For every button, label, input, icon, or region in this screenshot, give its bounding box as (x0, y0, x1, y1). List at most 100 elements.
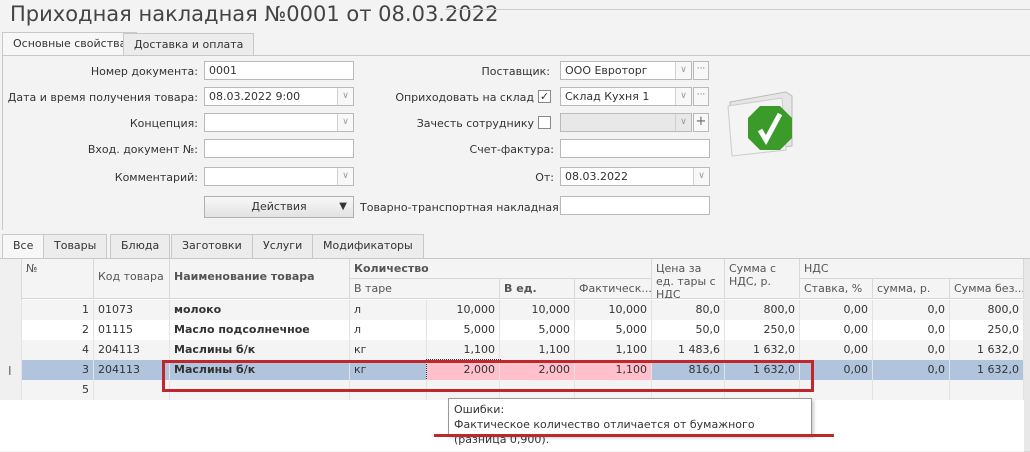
table-cell-sum-no-vat[interactable]: 800,0 (950, 300, 1024, 320)
table-cell-price[interactable]: 816,0 (652, 360, 725, 380)
table-cell-sum[interactable]: 250,0 (725, 320, 800, 340)
employee-select[interactable]: ∨ (560, 113, 692, 132)
table-cell-name[interactable]: Масло подсолнечное (170, 320, 350, 340)
chevron-down-icon[interactable]: ∨ (337, 88, 353, 105)
table-cell-unit[interactable]: л (350, 300, 427, 320)
supplier-more-button[interactable]: ··· (693, 61, 709, 80)
chevron-down-icon[interactable]: ∨ (693, 168, 709, 185)
table-cell-code[interactable]: 204113 (94, 360, 170, 380)
table-cell-tare[interactable]: 10,000 (427, 300, 500, 320)
chevron-down-icon[interactable]: ∨ (675, 114, 691, 131)
chevron-down-icon[interactable]: ∨ (337, 168, 353, 185)
table-cell-unit-qty[interactable]: 10,000 (500, 300, 575, 320)
col-name[interactable]: Наименование товара (170, 259, 350, 299)
table-cell-sum-no-vat[interactable] (950, 380, 1024, 400)
table-cell-sum-no-vat[interactable]: 1 632,0 (950, 360, 1024, 380)
table-cell-sum[interactable]: 1 632,0 (725, 360, 800, 380)
col-sum[interactable]: Сумма с НДС, р. (725, 259, 800, 299)
ttn-input[interactable] (560, 196, 710, 215)
table-cell-unit-qty[interactable]: 5,000 (500, 320, 575, 340)
table-cell-rate[interactable] (800, 380, 873, 400)
grid-tab-preparations[interactable]: Заготовки (171, 234, 253, 259)
table-cell-sum-no-vat[interactable]: 250,0 (950, 320, 1024, 340)
grid-tab-services[interactable]: Услуги (252, 234, 314, 259)
chevron-down-icon[interactable]: ∨ (675, 88, 691, 105)
chevron-down-icon[interactable]: ∨ (675, 62, 691, 79)
col-unit-qty[interactable]: В ед. (500, 279, 575, 299)
col-actual[interactable]: Фактическ... (575, 279, 652, 299)
row-header[interactable] (0, 320, 22, 340)
table-cell-vat-sum[interactable] (873, 380, 950, 400)
row-header[interactable] (0, 340, 22, 360)
grid-tab-dishes[interactable]: Блюда (110, 234, 171, 259)
incoming-doc-input[interactable] (204, 139, 354, 158)
table-cell-num[interactable]: 3 (22, 360, 94, 380)
employee-checkbox[interactable] (538, 116, 551, 129)
add-employee-button[interactable]: + (693, 113, 709, 132)
table-cell-tare[interactable]: 2,000 (426, 359, 501, 381)
table-cell-unit[interactable]: л (350, 320, 427, 340)
date-select[interactable]: 08.03.2022 9:00 ∨ (204, 87, 354, 106)
table-cell-name[interactable]: молоко (170, 300, 350, 320)
table-cell-num[interactable]: 1 (22, 300, 94, 320)
col-vat-sum[interactable]: сумма, р. (873, 279, 950, 299)
invoice-input[interactable] (560, 139, 710, 158)
warehouse-select[interactable]: Склад Кухня 1 ∨ (560, 87, 692, 106)
table-cell-name[interactable]: Маслины б/к (170, 340, 350, 360)
table-cell-code[interactable] (94, 380, 170, 400)
table-cell-rate[interactable]: 0,00 (800, 360, 873, 380)
row-header[interactable] (0, 380, 22, 400)
grid-tab-modifiers[interactable]: Модификаторы (312, 234, 424, 259)
table-cell-actual[interactable]: 1,100 (575, 340, 652, 360)
table-cell-vat-sum[interactable]: 0,0 (873, 300, 950, 320)
table-cell-unit-qty[interactable]: 1,100 (500, 340, 575, 360)
doc-number-input[interactable]: 0001 (204, 61, 354, 80)
table-cell-sum-no-vat[interactable]: 1 632,0 (950, 340, 1024, 360)
comment-select[interactable]: ∨ (204, 167, 354, 186)
tab-delivery-payment[interactable]: Доставка и оплата (123, 33, 255, 55)
row-header[interactable] (0, 360, 22, 380)
table-cell-unit[interactable]: кг (350, 360, 427, 380)
from-date-select[interactable]: 08.03.2022 ∨ (560, 167, 710, 186)
chevron-down-icon[interactable]: ∨ (337, 114, 353, 131)
col-sum-no-vat[interactable]: Сумма без... (950, 279, 1024, 299)
table-cell-num[interactable]: 2 (22, 320, 94, 340)
grid-tab-goods[interactable]: Товары (43, 234, 108, 259)
table-cell-rate[interactable]: 0,00 (800, 300, 873, 320)
col-num[interactable]: № (22, 259, 94, 299)
table-cell-actual[interactable]: 10,000 (575, 300, 652, 320)
table-cell-sum[interactable]: 1 632,0 (725, 340, 800, 360)
supplier-select[interactable]: ООО Евроторг ∨ (560, 61, 692, 80)
concept-select[interactable]: ∨ (204, 113, 354, 132)
table-cell-unit[interactable]: кг (350, 340, 427, 360)
table-cell-tare[interactable]: 5,000 (427, 320, 500, 340)
table-cell-vat-sum[interactable]: 0,0 (873, 360, 950, 380)
table-cell-price[interactable]: 80,0 (652, 300, 725, 320)
table-cell-actual[interactable]: 1,100 (575, 360, 652, 380)
actions-button[interactable]: Действия ▼ (204, 196, 354, 218)
table-cell-num[interactable]: 5 (22, 380, 94, 400)
table-cell-code[interactable]: 01073 (94, 300, 170, 320)
warehouse-more-button[interactable]: ··· (693, 87, 709, 106)
table-cell-rate[interactable]: 0,00 (800, 320, 873, 340)
table-cell-sum[interactable]: 800,0 (725, 300, 800, 320)
col-price[interactable]: Цена за ед. тары с НДС (652, 259, 725, 299)
table-cell-tare[interactable]: 1,100 (427, 340, 500, 360)
table-cell-vat-sum[interactable]: 0,0 (873, 320, 950, 340)
table-cell-vat-sum[interactable]: 0,0 (873, 340, 950, 360)
col-code[interactable]: Код товара (94, 259, 170, 299)
col-tare[interactable]: В таре (350, 279, 500, 299)
table-cell-code[interactable]: 01115 (94, 320, 170, 340)
tab-main-properties[interactable]: Основные свойства (2, 32, 138, 56)
scrollbar[interactable] (1024, 259, 1030, 452)
table-cell-price[interactable]: 50,0 (652, 320, 725, 340)
table-cell-rate[interactable]: 0,00 (800, 340, 873, 360)
table-cell-unit-qty[interactable]: 2,000 (500, 360, 575, 380)
table-cell-actual[interactable]: 5,000 (575, 320, 652, 340)
table-cell-code[interactable]: 204113 (94, 340, 170, 360)
table-cell-name[interactable]: Маслины б/к (170, 360, 350, 380)
grid-tab-all[interactable]: Все (2, 234, 45, 259)
col-rate[interactable]: Ставка, % (800, 279, 873, 299)
row-header[interactable] (0, 300, 22, 320)
warehouse-checkbox[interactable]: ✓ (538, 90, 551, 103)
